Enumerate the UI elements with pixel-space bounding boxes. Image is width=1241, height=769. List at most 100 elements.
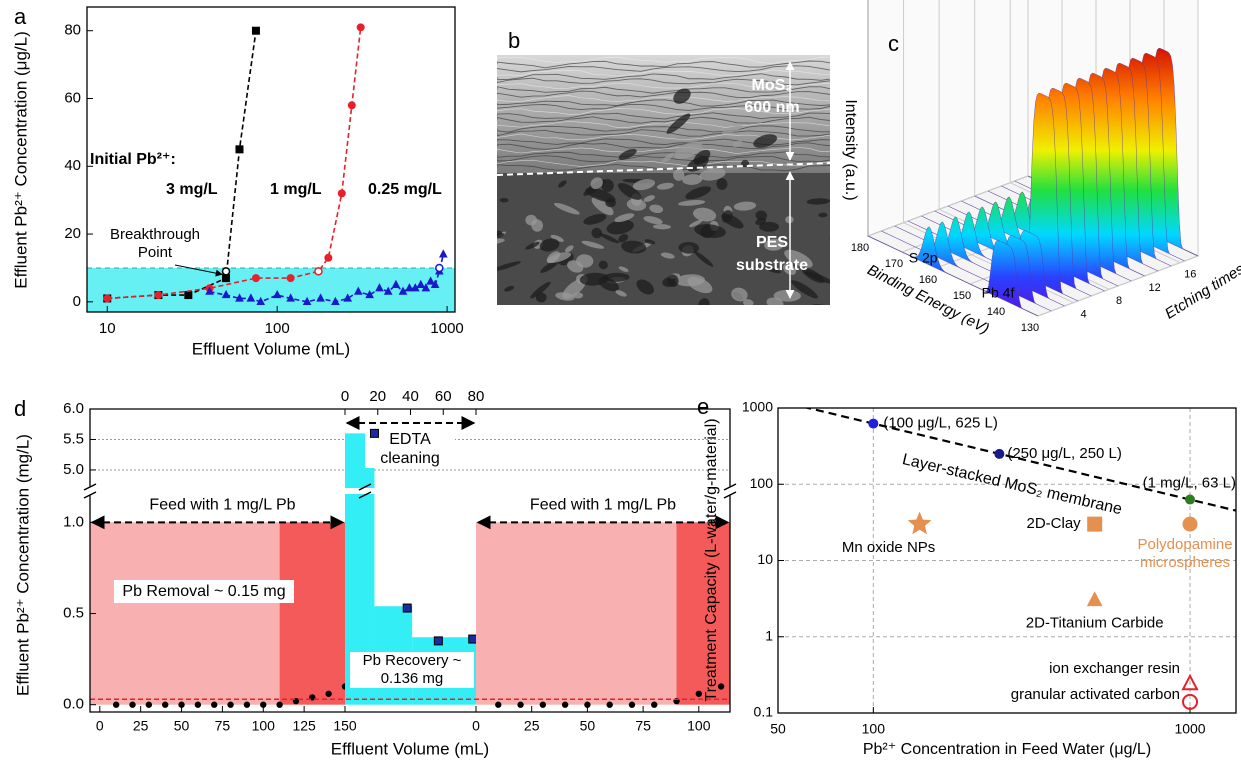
y-axis-label: Effluent Pb²⁺ Concentration (mg/L) <box>13 434 32 696</box>
marker <box>365 289 374 299</box>
sem-layer-line <box>497 147 830 154</box>
series-label: 0.25 mg/L <box>368 181 442 198</box>
sem-layer-line <box>497 155 830 163</box>
breakthrough-region <box>279 522 345 705</box>
marker <box>286 274 295 283</box>
data-label: (250 μg/L, 250 L) <box>1007 445 1122 462</box>
breakthrough-label: Breakthrough Point <box>110 226 200 261</box>
x-tick-label: 170 <box>885 258 903 270</box>
sem-pore <box>504 285 515 292</box>
x-tick-label: 80 <box>468 388 485 405</box>
sem-pore <box>806 198 830 205</box>
sem-pore <box>707 317 736 330</box>
sem-pore <box>784 319 817 342</box>
sem-pore <box>489 353 517 379</box>
sem-pore <box>591 197 614 216</box>
sem-pore <box>460 240 473 249</box>
x-tick-label: 130 <box>1021 322 1039 334</box>
data-point <box>260 701 267 708</box>
sem-layer-line <box>497 129 830 137</box>
marker <box>994 448 1005 459</box>
sem-pore <box>698 298 710 305</box>
x-tick-label: 125 <box>292 718 316 734</box>
peak-label: S 2p <box>909 250 938 266</box>
marker <box>369 428 379 438</box>
sem-pore <box>699 168 726 181</box>
segment-label: Feed with 1 mg/L Pb <box>530 497 676 514</box>
annotation-text: Pb Removal ~ 0.15 mg <box>114 580 294 604</box>
marker <box>907 511 932 535</box>
marker <box>246 293 256 302</box>
x-tick-label: 60 <box>435 388 452 405</box>
data-point <box>161 701 169 708</box>
panel-label: e <box>697 394 709 419</box>
marker <box>272 289 282 299</box>
x-tick-label: 50 <box>580 718 596 734</box>
y-tick-label: 8 <box>1116 295 1122 307</box>
feed-region <box>476 522 677 705</box>
sem-pore <box>692 207 717 222</box>
marker <box>391 279 401 289</box>
sem-pore <box>667 274 679 287</box>
sem-pore <box>591 227 603 239</box>
sem-pore <box>530 316 553 331</box>
sem-layer-line <box>497 116 830 124</box>
y-tick-label: 1 <box>765 627 773 643</box>
marker <box>221 289 231 299</box>
marker <box>316 293 325 302</box>
sem-pore <box>660 152 675 164</box>
y-tick-label: 5.0 <box>63 461 84 478</box>
y-tick-label: 40 <box>64 157 81 174</box>
marker <box>154 291 163 300</box>
data-label: ion exchanger resin <box>1049 660 1180 677</box>
sem-pore <box>530 281 551 299</box>
x-tick-label: 0 <box>472 718 480 734</box>
break-mark <box>83 483 97 499</box>
sem-layer-line <box>497 90 830 99</box>
sem-pore <box>764 238 784 251</box>
breakthrough-point <box>221 267 231 276</box>
marker <box>347 101 356 110</box>
y-tick-label: 10 <box>757 551 773 567</box>
x-tick-label: 40 <box>402 388 419 405</box>
marker <box>324 253 333 262</box>
marker <box>103 294 112 303</box>
sem-layer-line <box>497 159 830 167</box>
sem-pore <box>606 219 634 235</box>
sem-pore <box>673 88 691 104</box>
x-tick-label: 25 <box>133 718 149 734</box>
data-point <box>517 701 524 708</box>
x-tick-label: 75 <box>635 718 651 734</box>
plot-frame <box>89 408 731 713</box>
sem-pore <box>847 382 873 402</box>
marker <box>286 293 295 302</box>
data-point <box>211 701 218 708</box>
sem-pore <box>576 254 594 268</box>
sem-pore <box>831 300 843 315</box>
x-tick-label: 50 <box>174 718 190 734</box>
x-tick-label: 150 <box>333 718 357 734</box>
sem-pore <box>527 303 555 326</box>
breakthrough-point <box>435 263 444 273</box>
threshold-band <box>87 267 455 312</box>
x-tick-label: 20 <box>369 388 386 405</box>
marker <box>468 634 478 644</box>
data-point <box>651 701 658 708</box>
sem-pore <box>687 276 713 294</box>
x-tick-label: 150 <box>953 290 971 302</box>
sem-pore <box>673 169 685 181</box>
data-label: 2D-Clay <box>1026 515 1081 532</box>
data-label-text: Polydopamine microspheres <box>1137 536 1233 572</box>
data-point <box>695 690 703 697</box>
x-tick-label: 160 <box>919 274 937 286</box>
sem-pore <box>753 134 778 148</box>
data-point <box>561 701 569 708</box>
x-tick-label: 50 <box>770 721 786 737</box>
sem-pore <box>731 287 748 302</box>
sem-pore <box>852 295 879 313</box>
sem-pore <box>643 195 655 202</box>
data-point <box>178 701 185 708</box>
sem-pore <box>525 241 540 250</box>
sem-pore <box>544 307 565 324</box>
y-tick-label: 0.1 <box>754 704 774 720</box>
